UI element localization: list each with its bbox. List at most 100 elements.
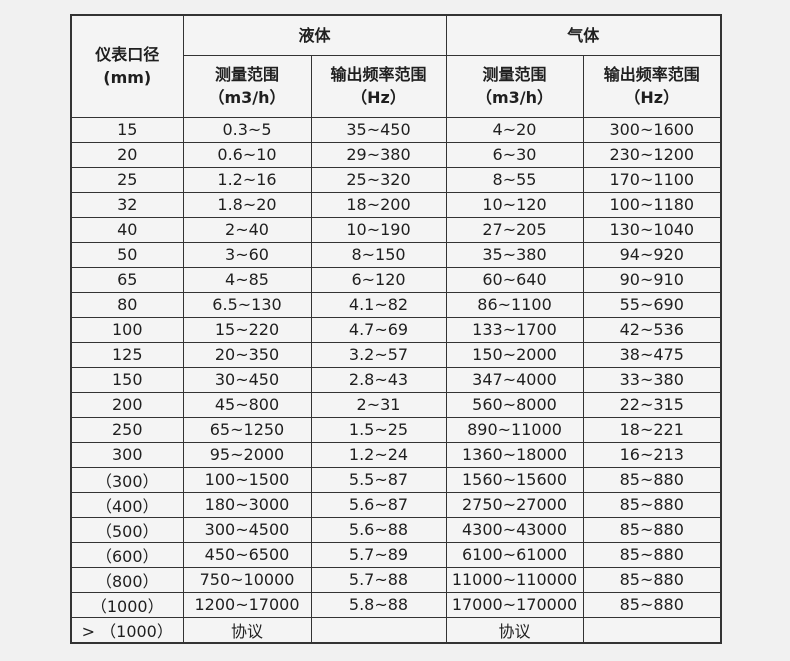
cell-gas-freq: 55~690 [582,291,722,318]
table-row: （400） 180~3000 5.6~87 2750~27000 85~880 [70,491,722,518]
cell-liquid-freq: 35~450 [310,116,447,143]
cell-liquid-range: 95~2000 [182,441,312,468]
cell-liquid-range: 45~800 [182,391,312,418]
cell-diameter: （1000） [70,591,184,618]
header-diameter-line1: 仪表口径 [95,45,160,65]
header-group-liquid: 液体 [182,14,447,56]
header-liquid-range-line2: （m3/h） [208,88,286,107]
cell-liquid-freq: 4.7~69 [310,316,447,343]
cell-liquid-range: 0.6~10 [182,141,312,168]
cell-diameter: > （1000） [70,616,184,643]
header-liquid-freq-line1: 输出频率范围 [330,64,427,84]
cell-liquid-freq: 2.8~43 [310,366,447,393]
cell-gas-freq: 300~1600 [582,116,722,143]
cell-gas-range: 1560~15600 [445,466,584,493]
table-row: 32 1.8~20 18~200 10~120 100~1180 [70,191,722,218]
header-gas-freq: 输出频率范围 （Hz） [582,54,722,118]
cell-liquid-range: 100~1500 [182,466,312,493]
cell-gas-freq: 18~221 [582,416,722,443]
cell-gas-freq: 16~213 [582,441,722,468]
table-row: （500） 300~4500 5.6~88 4300~43000 85~880 [70,516,722,543]
cell-diameter: 65 [70,266,184,293]
header-group-gas: 气体 [445,14,722,56]
cell-diameter: 125 [70,341,184,368]
table-row: 40 2~40 10~190 27~205 130~1040 [70,216,722,243]
cell-liquid-range: 1200~17000 [182,591,312,618]
cell-liquid-range: 2~40 [182,216,312,243]
cell-gas-freq: 85~880 [582,516,722,543]
cell-gas-freq: 94~920 [582,241,722,268]
cell-diameter: 40 [70,216,184,243]
cell-gas-range: 11000~110000 [445,566,584,593]
cell-liquid-freq: 2~31 [310,391,447,418]
table-row: （300） 100~1500 5.5~87 1560~15600 85~880 [70,466,722,493]
cell-gas-range: 6100~61000 [445,541,584,568]
cell-diameter: （600） [70,541,184,568]
cell-gas-range: 协议 [445,616,584,643]
cell-gas-freq: 85~880 [582,566,722,593]
cell-diameter: 200 [70,391,184,418]
cell-gas-freq: 100~1180 [582,191,722,218]
header-gas-range: 测量范围 （m3/h） [445,54,584,118]
cell-diameter: 25 [70,166,184,193]
cell-liquid-freq [310,616,447,643]
cell-liquid-freq: 4.1~82 [310,291,447,318]
header-diameter-line2: (mm) [103,68,152,88]
cell-gas-freq: 130~1040 [582,216,722,243]
cell-liquid-freq: 1.2~24 [310,441,447,468]
cell-liquid-freq: 18~200 [310,191,447,218]
cell-gas-range: 6~30 [445,141,584,168]
table-row: > （1000） 协议 协议 [70,616,722,643]
cell-liquid-freq: 10~190 [310,216,447,243]
cell-gas-freq: 33~380 [582,366,722,393]
header-liquid-range: 测量范围 （m3/h） [182,54,312,118]
cell-gas-range: 8~55 [445,166,584,193]
cell-liquid-freq: 5.5~87 [310,466,447,493]
cell-diameter: （500） [70,516,184,543]
cell-liquid-range: 15~220 [182,316,312,343]
cell-liquid-range: 180~3000 [182,491,312,518]
cell-gas-freq: 90~910 [582,266,722,293]
header-liquid-range-line1: 测量范围 [214,64,279,84]
table-row: 100 15~220 4.7~69 133~1700 42~536 [70,316,722,343]
cell-liquid-freq: 5.8~88 [310,591,447,618]
cell-liquid-range: 30~450 [182,366,312,393]
cell-gas-freq [582,616,722,643]
cell-gas-range: 86~1100 [445,291,584,318]
cell-liquid-range: 6.5~130 [182,291,312,318]
cell-gas-range: 2750~27000 [445,491,584,518]
cell-gas-range: 1360~18000 [445,441,584,468]
cell-diameter: 15 [70,116,184,143]
cell-gas-range: 347~4000 [445,366,584,393]
cell-gas-freq: 85~880 [582,591,722,618]
cell-liquid-range: 65~1250 [182,416,312,443]
cell-gas-range: 890~11000 [445,416,584,443]
cell-diameter: 32 [70,191,184,218]
cell-gas-range: 133~1700 [445,316,584,343]
cell-liquid-range: 450~6500 [182,541,312,568]
cell-gas-freq: 170~1100 [582,166,722,193]
table-row: 80 6.5~130 4.1~82 86~1100 55~690 [70,291,722,318]
cell-diameter: 300 [70,441,184,468]
table-row: 25 1.2~16 25~320 8~55 170~1100 [70,166,722,193]
table-row: 15 0.3~5 35~450 4~20 300~1600 [70,116,722,143]
cell-gas-freq: 42~536 [582,316,722,343]
cell-diameter: 80 [70,291,184,318]
cell-gas-range: 4~20 [445,116,584,143]
header-liquid-freq: 输出频率范围 （Hz） [310,54,447,118]
cell-gas-freq: 85~880 [582,466,722,493]
cell-liquid-range: 20~350 [182,341,312,368]
table-row: 125 20~350 3.2~57 150~2000 38~475 [70,341,722,368]
cell-liquid-range: 3~60 [182,241,312,268]
header-gas-freq-line1: 输出频率范围 [603,64,700,84]
cell-gas-freq: 230~1200 [582,141,722,168]
cell-liquid-range: 0.3~5 [182,116,312,143]
header-gas-range-line1: 测量范围 [482,64,547,84]
cell-diameter: 150 [70,366,184,393]
table-row: 200 45~800 2~31 560~8000 22~315 [70,391,722,418]
cell-liquid-range: 协议 [182,616,312,643]
cell-diameter: （800） [70,566,184,593]
cell-diameter: 50 [70,241,184,268]
cell-liquid-freq: 5.7~88 [310,566,447,593]
